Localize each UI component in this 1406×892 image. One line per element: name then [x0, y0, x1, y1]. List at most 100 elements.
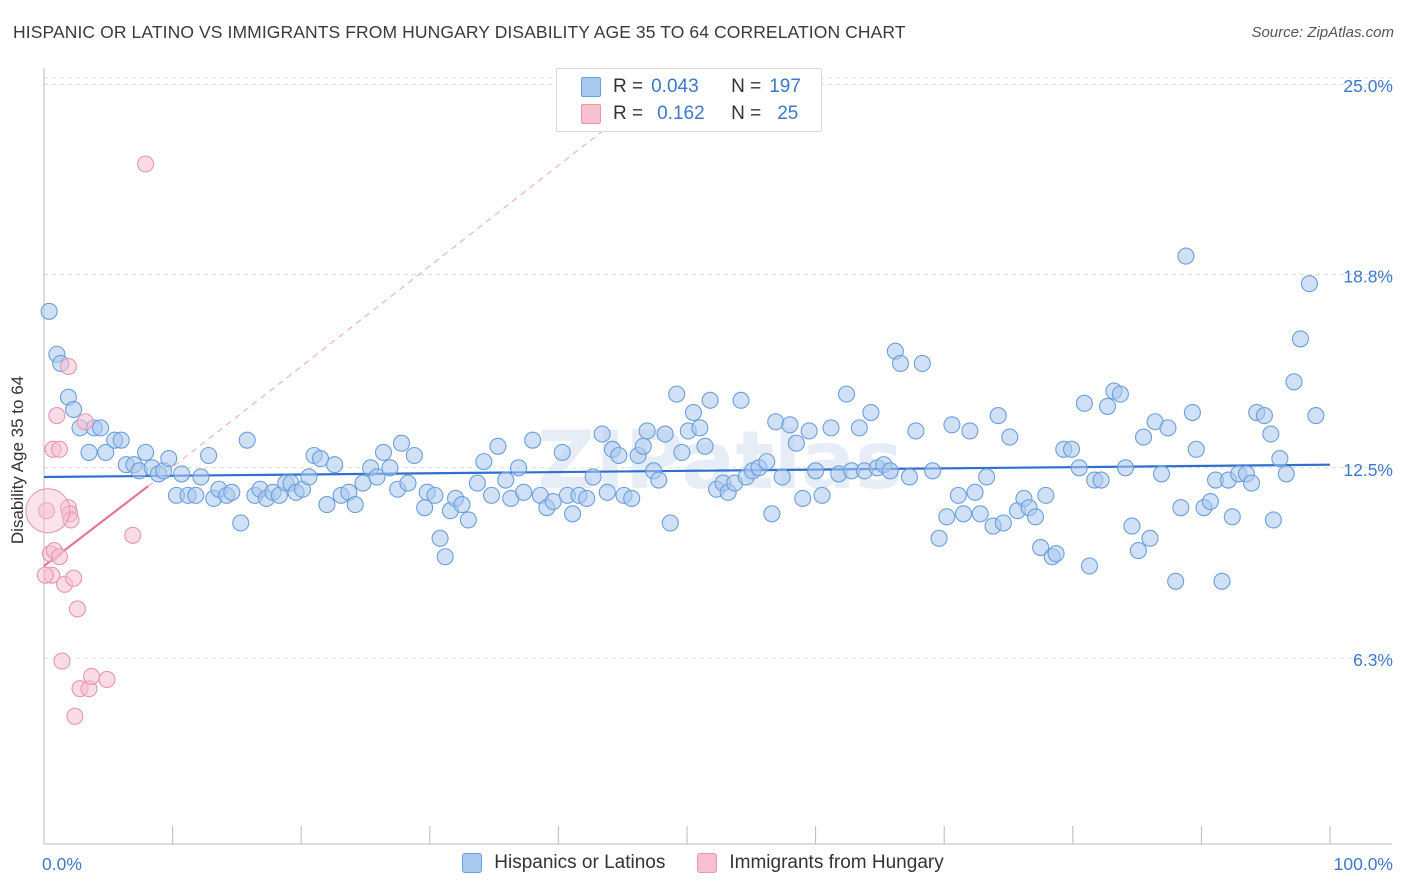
hispanic-point — [1264, 511, 1282, 529]
hispanic-point — [862, 403, 880, 422]
hispanic-point — [232, 514, 250, 532]
hispanic-point — [524, 431, 542, 449]
hispanic-point — [691, 419, 709, 437]
hispanic-point — [1080, 557, 1099, 575]
y-tick-label: 18.8% — [1343, 266, 1393, 286]
hispanic-point — [1032, 538, 1050, 557]
hungary-point — [38, 502, 56, 520]
hispanic-point — [399, 474, 417, 492]
legend-item-hispanic: Hispanics or Latinos — [462, 852, 665, 874]
legend-label: Immigrants from Hungary — [729, 852, 944, 873]
hispanic-point — [544, 492, 562, 511]
hispanic-point — [930, 529, 948, 547]
hispanic-point — [112, 431, 130, 449]
hispanic-point — [907, 422, 925, 440]
hispanic-point — [949, 486, 967, 504]
n-label: N = — [731, 76, 762, 97]
hungary-point — [62, 511, 80, 529]
hispanic-point — [354, 474, 372, 492]
hispanic-point — [638, 422, 656, 440]
correlation-legend: R = 0.043 N = 197 R = 0.162 N = 25 — [556, 68, 822, 132]
axes — [43, 68, 1392, 845]
hispanic-point — [1026, 508, 1045, 526]
n-label: N = — [731, 103, 762, 124]
hispanic-point — [891, 354, 910, 372]
legend-swatch-blue — [581, 77, 601, 97]
hispanic-point — [850, 419, 868, 437]
hispanic-point — [943, 416, 961, 434]
hispanic-point — [497, 471, 515, 489]
hispanic-point — [300, 468, 318, 486]
hispanic-point — [954, 505, 973, 523]
y-tick-label: 25.0% — [1343, 76, 1393, 96]
hispanic-point — [938, 508, 956, 526]
hispanic-point — [92, 419, 110, 437]
hispanic-point — [684, 403, 702, 422]
hungary-point — [76, 413, 94, 431]
r-label: R = — [613, 103, 644, 124]
hispanic-point — [773, 468, 791, 486]
legend-label: Hispanics or Latinos — [494, 852, 666, 873]
hispanic-point — [65, 400, 83, 419]
hispanic-point — [475, 453, 493, 471]
hispanic-point — [1271, 450, 1289, 468]
hispanic-point — [1098, 397, 1117, 415]
hispanic-point — [696, 437, 714, 455]
hungary-point — [98, 670, 116, 689]
legend-swatch-pink — [697, 853, 718, 873]
hispanic-point — [1183, 403, 1201, 422]
hungary-point — [50, 440, 68, 458]
hispanic-point — [701, 391, 719, 409]
r-label: R = — [613, 76, 644, 97]
hispanic-point — [160, 450, 178, 468]
hispanic-point — [1111, 385, 1129, 403]
hispanic-point — [192, 468, 210, 486]
hispanic-point — [623, 489, 641, 507]
n-value: 25 — [777, 103, 799, 124]
hispanic-point — [459, 511, 477, 529]
hispanic-point — [881, 462, 899, 480]
hispanic-point — [1152, 465, 1171, 483]
hungary-point — [48, 407, 66, 425]
hispanic-point — [80, 443, 98, 461]
hispanic-point — [187, 486, 205, 504]
hispanic-point — [1134, 428, 1153, 446]
hispanic-point — [238, 431, 256, 449]
hispanic-point — [1075, 394, 1093, 412]
hispanic-point — [40, 302, 58, 320]
r-value: 0.043 — [651, 76, 699, 97]
hispanic-point — [837, 385, 856, 403]
hungary-point — [137, 155, 155, 173]
hungary-point — [124, 526, 142, 544]
hispanic-point — [787, 434, 805, 452]
hispanic-point — [489, 437, 507, 455]
hispanic-point — [634, 437, 652, 455]
hispanic-point — [553, 443, 571, 461]
hispanic-point — [794, 489, 812, 507]
hispanic-point — [346, 496, 364, 514]
hispanic-point — [661, 514, 679, 532]
hispanic-point — [392, 434, 411, 452]
hispanic-point — [1123, 517, 1141, 535]
hispanic-point — [381, 459, 399, 477]
hispanic-point — [1213, 572, 1231, 590]
x-tick-label: 100.0% — [1334, 854, 1393, 874]
chart-title: HISPANIC OR LATINO VS IMMIGRANTS FROM HU… — [13, 22, 906, 42]
hispanic-point — [813, 486, 831, 504]
hispanic-point — [668, 385, 686, 403]
hispanic-point — [137, 443, 155, 461]
legend-item-hungary: Immigrants from Hungary — [697, 852, 944, 874]
hispanic-point — [515, 483, 533, 501]
hispanic-point — [482, 486, 501, 504]
hispanic-point — [978, 468, 996, 486]
hungary-point-large — [25, 488, 71, 534]
hispanic-point — [431, 529, 449, 547]
hispanic-point — [807, 462, 825, 480]
hispanic-point — [1092, 471, 1110, 489]
hispanic-trend-line — [43, 463, 1331, 479]
hispanic-point — [767, 413, 785, 431]
hispanic-point — [368, 468, 386, 486]
hispanic-point — [924, 462, 942, 480]
hispanic-point — [436, 548, 454, 566]
legend-row-hungary: R = 0.162 N = 25 — [581, 102, 798, 126]
